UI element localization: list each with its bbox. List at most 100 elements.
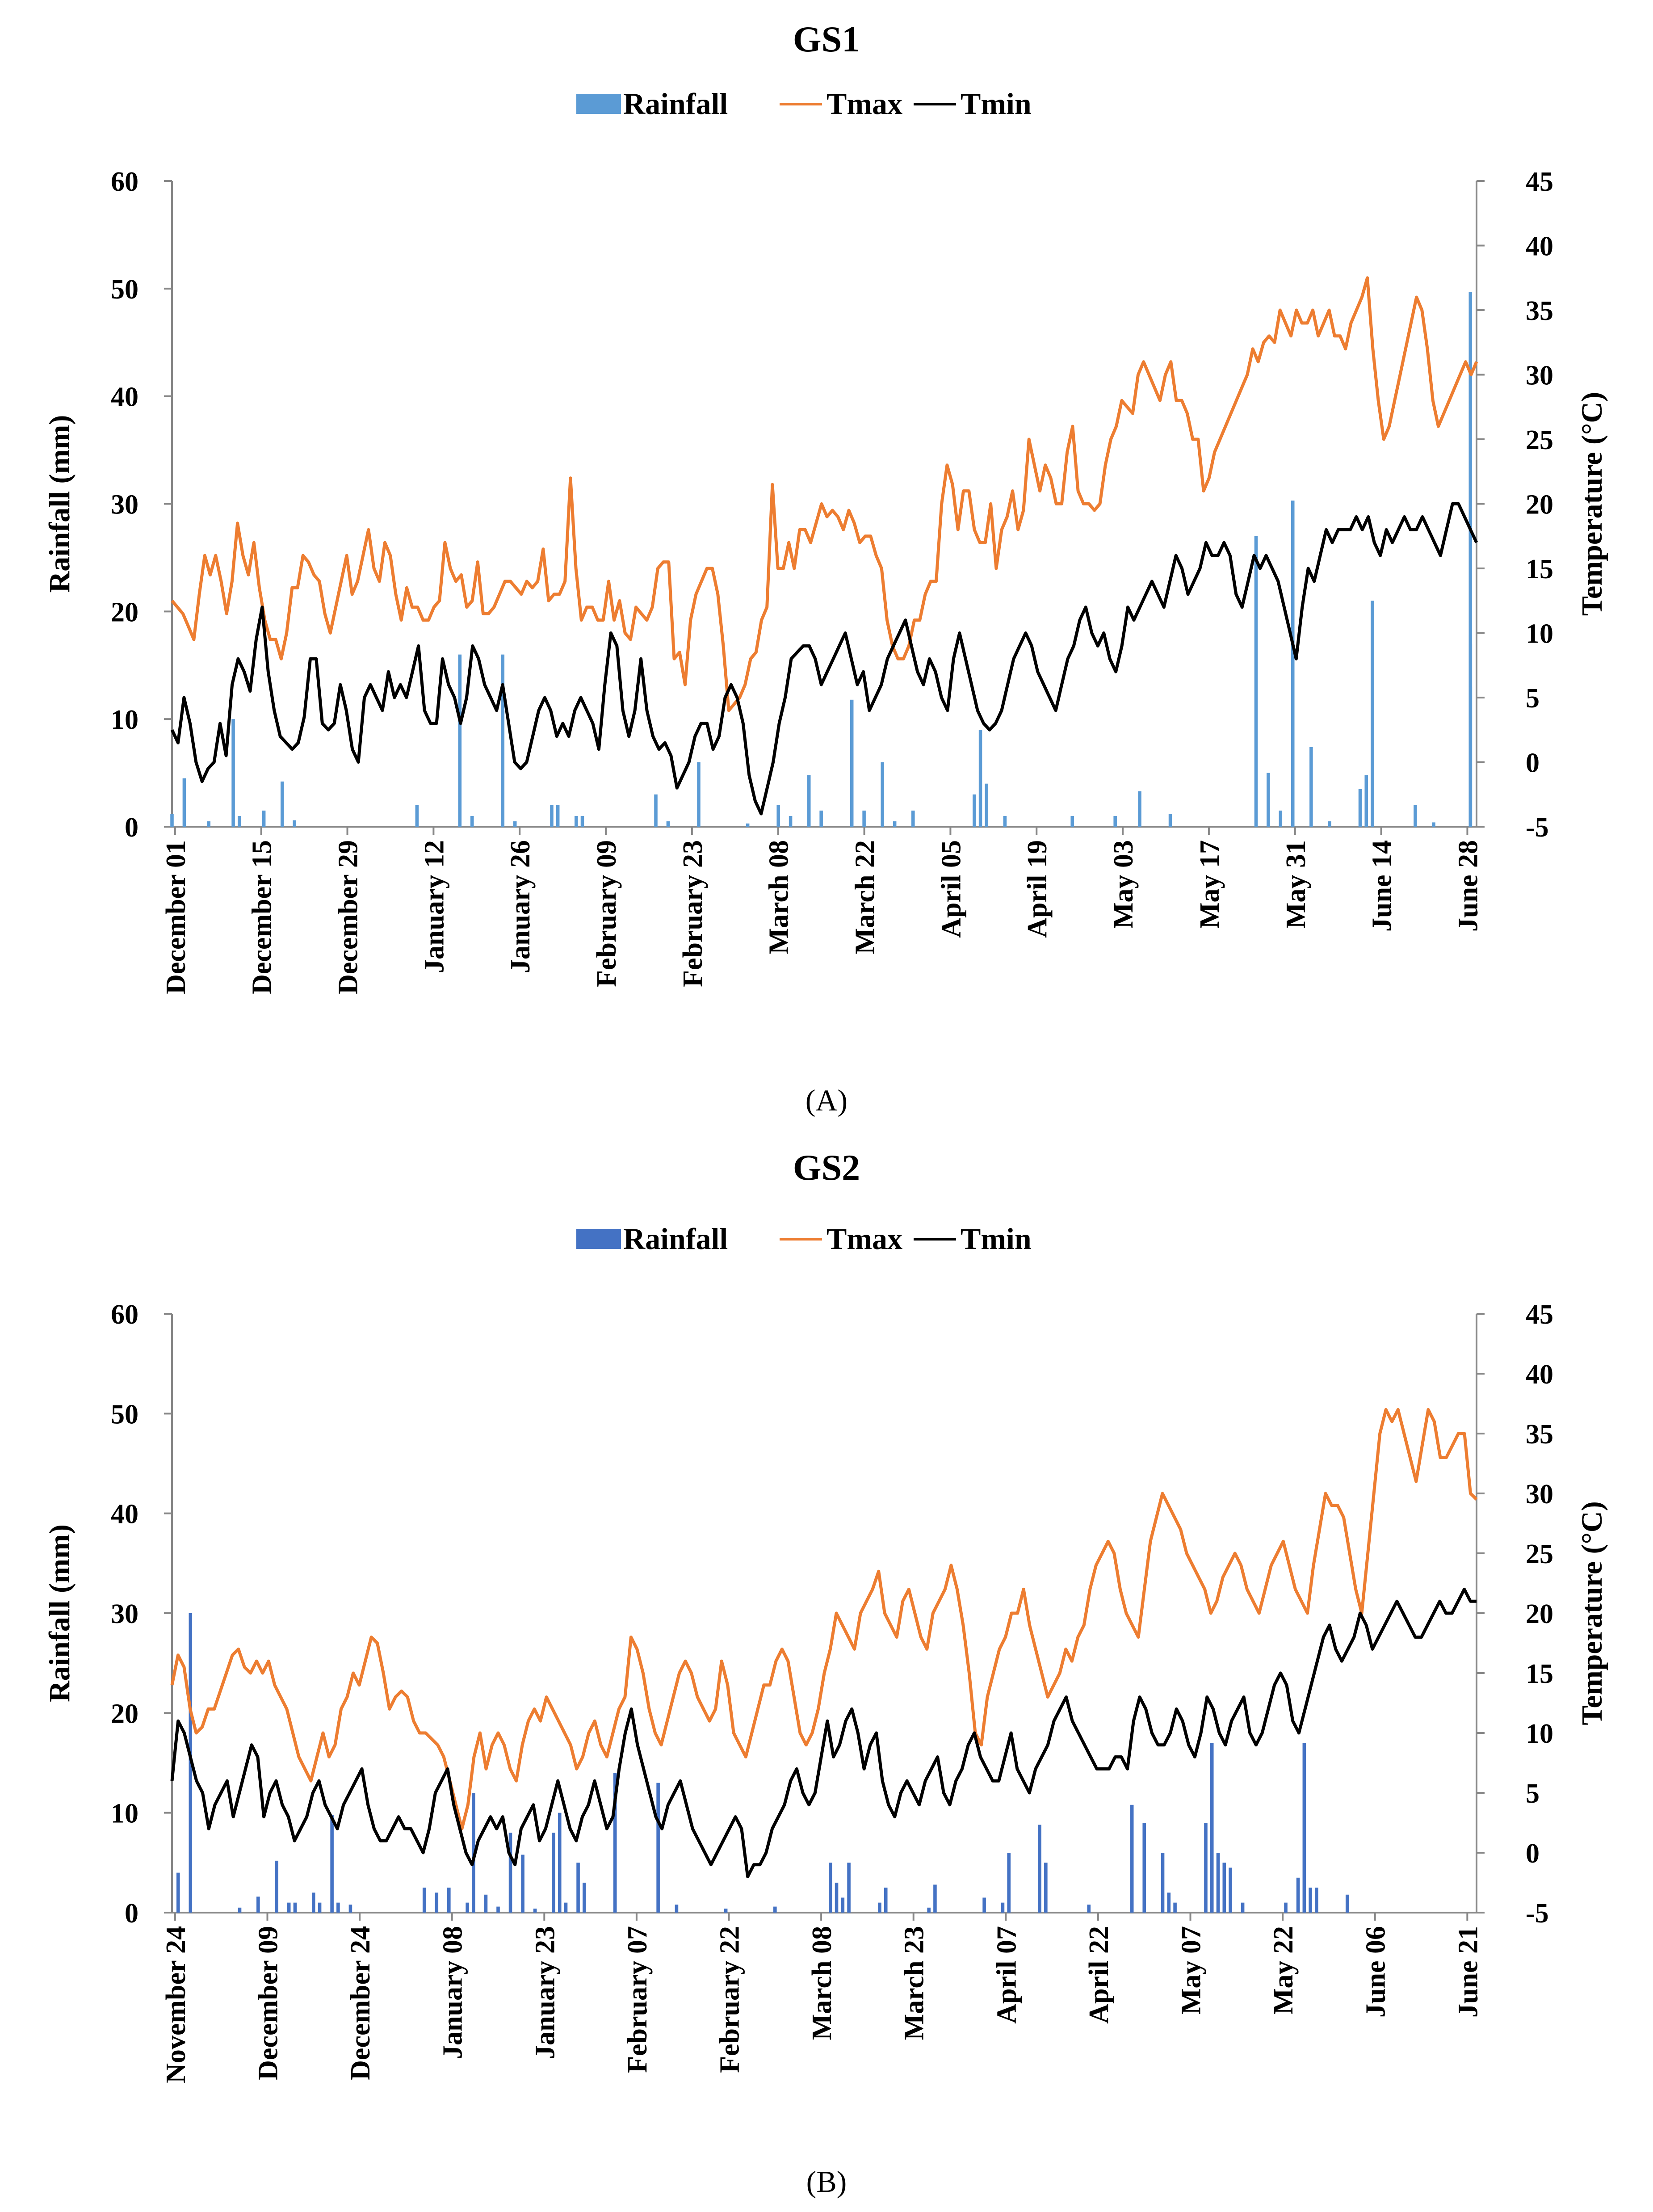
left-tick-label: 60 [111,1299,138,1330]
left-axis-title: Rainfall (mm) [43,415,76,593]
rainfall-bar [1284,1902,1288,1913]
right-axis-title: Temperature (°C) [1576,392,1608,616]
rainfall-bar [656,1783,660,1913]
x-tick-label: December 01 [161,840,191,994]
rainfall-bar [422,1888,426,1913]
left-tick-label: 20 [111,597,138,627]
rainfall-bar [1167,1892,1171,1913]
rainfall-bar [1468,686,1473,827]
rainfall-bar [878,1902,881,1913]
rainfall-bar [1173,1902,1177,1913]
x-tick-label: May 31 [1281,840,1311,929]
rainfall-bar [746,823,750,827]
x-tick-label: June 06 [1361,1926,1391,2018]
rainfall-bar [819,810,823,827]
right-tick-label: 30 [1526,1479,1553,1510]
rainfall-bar [933,1884,937,1913]
left-tick-label: 0 [125,812,138,843]
rainfall-bar [1345,1894,1349,1913]
rainfall-bar [1070,816,1074,827]
x-tick-label: March 23 [899,1926,930,2040]
rainfall-bar [1371,601,1374,827]
rainfall-bar [564,1902,568,1913]
right-tick-label: -5 [1526,1898,1549,1929]
rainfall-bar [773,1906,777,1913]
rainfall-bar [1222,1863,1226,1913]
x-tick-label: February 09 [592,840,622,987]
rainfall-bar [927,1907,931,1913]
tmin-line [170,1587,1477,1879]
panel-caption: (B) [806,2165,847,2199]
right-tick-label: 15 [1526,1659,1553,1689]
rainfall-bar [893,821,897,827]
rainfall-bar [330,1815,334,1913]
rainfall-bar [238,1907,242,1913]
rainfall-bar [1302,1743,1306,1913]
right-tick-label: 25 [1526,425,1553,455]
left-axis-title: Rainfall (mm) [43,1524,76,1702]
x-tick-label: April 05 [936,840,966,938]
legend-label-tmax: Tmax [826,1222,902,1256]
x-tick-label: March 22 [850,840,881,954]
left-tick-label: 0 [125,1898,138,1929]
x-tick-label: January 23 [530,1926,560,2059]
rainfall-bar [862,810,866,827]
rainfall-bar [1044,1863,1048,1913]
rainfall-bar [435,1892,439,1913]
rainfall-bar [1003,816,1007,827]
chart-title: GS2 [793,1147,860,1188]
rainfall-bar [1087,1905,1091,1913]
rainfall-bar [558,1812,562,1913]
rainfall-bar [1267,773,1270,827]
rainfall-bar [1168,814,1172,827]
rainfall-bar [1328,821,1331,827]
legend-label-rainfall: Rainfall [623,1222,728,1256]
rainfall-bar [466,1902,469,1913]
rainfall-bar [583,1883,586,1913]
x-tick-label: January 26 [505,840,536,973]
left-tick-label: 40 [111,382,138,412]
x-tick-label: December 24 [345,1926,376,2080]
right-tick-label: 25 [1526,1539,1553,1569]
rainfall-bar [1204,1823,1208,1913]
rainfall-bar [508,1833,512,1913]
right-tick-label: 0 [1526,748,1540,778]
chart-title: GS1 [793,19,860,59]
legend-swatch-rainfall [576,1229,621,1249]
x-tick-label: April 22 [1084,1926,1114,2024]
rainfall-bar [293,820,296,827]
left-tick-label: 20 [111,1699,138,1729]
rainfall-bar [484,1894,488,1913]
rainfall-bar [1414,805,1417,827]
x-tick-label: December 15 [247,840,277,994]
x-tick-label: February 23 [678,840,708,987]
legend-label-rainfall: Rainfall [623,87,728,121]
rainfall-bar [513,821,517,827]
rainfall-bar [318,1902,322,1913]
rainfall-bar [675,1905,679,1913]
rainfall-bar [828,1863,832,1913]
right-tick-label: 10 [1526,619,1553,649]
rainfall-bar [458,654,462,827]
right-tick-label: 40 [1526,231,1553,262]
rainfall-bar [807,775,811,827]
right-tick-label: -5 [1526,812,1549,843]
rainfall-bar [654,794,658,827]
rainfall-bar [724,1909,728,1913]
rainfall-bar [1210,1743,1214,1913]
rainfall-bar [1007,1853,1011,1913]
x-tick-label: May 17 [1195,840,1225,929]
left-tick-label: 30 [111,1599,138,1629]
rainfall-bar [348,1905,352,1913]
right-tick-label: 40 [1526,1359,1553,1390]
x-tick-label: February 22 [715,1926,745,2073]
rainfall-bar [697,762,701,827]
right-tick-label: 20 [1526,1599,1553,1629]
right-axis-title: Temperature (°C) [1576,1501,1608,1725]
legend-label-tmax: Tmax [826,87,902,121]
rainfall-bar [881,762,885,827]
right-tick-label: 20 [1526,490,1553,520]
rainfall-bar [847,1863,851,1913]
rainfall-bar [835,1883,839,1913]
rainfall-bar [472,1793,475,1913]
